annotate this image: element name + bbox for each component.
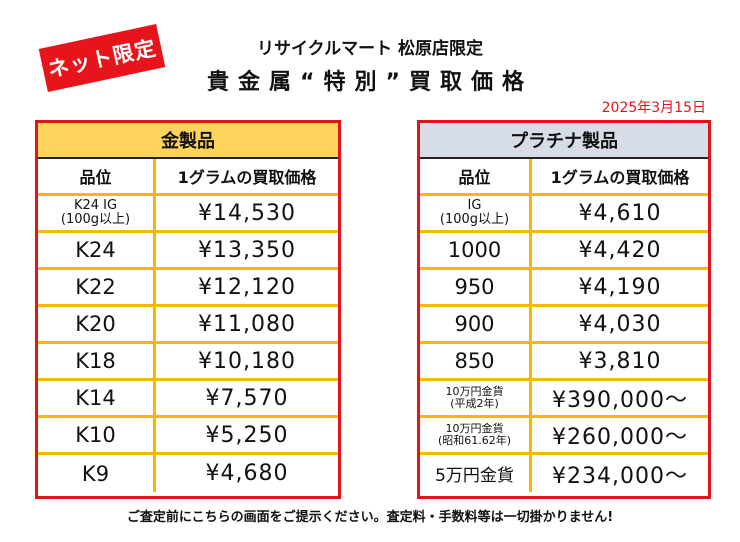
price-cell: ¥4,420 <box>578 237 662 263</box>
price-cell: ¥3,810 <box>578 348 662 374</box>
grade-cell: K14 <box>38 381 156 415</box>
gold-price-table: 金製品 品位 1グラムの買取価格 K24 IG (100g以上) ¥14,530 … <box>35 120 341 499</box>
platinum-price-table: プラチナ製品 品位 1グラムの買取価格 IG (100g以上) ¥4,610 10… <box>417 120 711 499</box>
price-cell: ¥234,000〜 <box>552 463 688 489</box>
table-row: K24 ¥13,350 <box>38 233 338 270</box>
grade-label: 10万円金貨 <box>445 385 504 398</box>
grade-cell: 950 <box>420 270 532 304</box>
price-cell: ¥4,030 <box>578 311 662 337</box>
gold-column-header-row: 品位 1グラムの買取価格 <box>38 159 338 196</box>
table-row: 10万円金貨 (平成2年) ¥390,000〜 <box>420 381 708 418</box>
gold-grade-header: 品位 <box>38 159 156 193</box>
price-cell: ¥4,610 <box>578 200 662 226</box>
table-row: K10 ¥5,250 <box>38 418 338 455</box>
grade-cell: K20 <box>38 307 156 341</box>
grade-cell: 10万円金貨 (平成2年) <box>420 381 532 415</box>
footer-note: ご査定前にこちらの画面をご提示ください。査定料・手数料等は一切掛かりません! <box>126 510 614 525</box>
price-cell: ¥11,080 <box>198 311 296 337</box>
table-row: IG (100g以上) ¥4,610 <box>420 196 708 233</box>
platinum-price-header: 1グラムの買取価格 <box>550 168 690 187</box>
table-row: 950 ¥4,190 <box>420 270 708 307</box>
grade-cell: 10万円金貨 (昭和61.62年) <box>420 418 532 452</box>
price-cell: ¥14,530 <box>198 200 296 226</box>
table-row: K9 ¥4,680 <box>38 455 338 492</box>
platinum-table-title: プラチナ製品 <box>420 123 708 159</box>
grade-note: (100g以上) <box>60 212 131 227</box>
price-cell: ¥4,680 <box>205 461 289 486</box>
grade-label: K24 IG <box>73 198 118 213</box>
grade-cell: 900 <box>420 307 532 341</box>
table-row: K20 ¥11,080 <box>38 307 338 344</box>
table-row: K14 ¥7,570 <box>38 381 338 418</box>
price-cell: ¥260,000〜 <box>552 425 688 450</box>
grade-note: (100g以上) <box>439 212 510 227</box>
grade-cell: K24 IG (100g以上) <box>38 196 156 230</box>
price-cell: ¥13,350 <box>198 237 296 263</box>
grade-label: 10万円金貨 <box>445 422 504 435</box>
table-row: 900 ¥4,030 <box>420 307 708 344</box>
table-row: 850 ¥3,810 <box>420 344 708 381</box>
price-cell: ¥10,180 <box>198 348 296 374</box>
grade-cell: 850 <box>420 344 532 378</box>
grade-note: (平成2年) <box>450 397 499 410</box>
grade-cell: K22 <box>38 270 156 304</box>
price-cell: ¥5,250 <box>205 422 289 448</box>
price-cell: ¥7,570 <box>205 385 289 411</box>
page-headline: 貴金属“特別”買取価格 <box>207 70 533 95</box>
table-row: 1000 ¥4,420 <box>420 233 708 270</box>
gold-table-title: 金製品 <box>38 123 338 159</box>
grade-cell: K10 <box>38 418 156 452</box>
price-cell: ¥12,120 <box>198 274 296 300</box>
store-title: リサイクルマート 松原店限定 <box>256 39 484 59</box>
price-date: 2025年3月15日 <box>601 100 706 116</box>
grade-cell: K9 <box>38 455 156 492</box>
platinum-grade-header: 品位 <box>420 159 532 193</box>
platinum-column-header-row: 品位 1グラムの買取価格 <box>420 159 708 196</box>
table-row: 5万円金貨 ¥234,000〜 <box>420 455 708 492</box>
gold-price-header: 1グラムの買取価格 <box>177 168 317 187</box>
grade-cell: K18 <box>38 344 156 378</box>
table-row: K22 ¥12,120 <box>38 270 338 307</box>
price-cell: ¥390,000〜 <box>552 388 688 413</box>
price-cell: ¥4,190 <box>578 274 662 300</box>
grade-cell: 5万円金貨 <box>420 455 532 492</box>
grade-cell: K24 <box>38 233 156 267</box>
table-row: 10万円金貨 (昭和61.62年) ¥260,000〜 <box>420 418 708 455</box>
grade-cell: IG (100g以上) <box>420 196 532 230</box>
table-row: K18 ¥10,180 <box>38 344 338 381</box>
grade-note: (昭和61.62年) <box>437 434 512 447</box>
table-row: K24 IG (100g以上) ¥14,530 <box>38 196 338 233</box>
grade-label: IG <box>467 198 482 213</box>
grade-cell: 1000 <box>420 233 532 267</box>
